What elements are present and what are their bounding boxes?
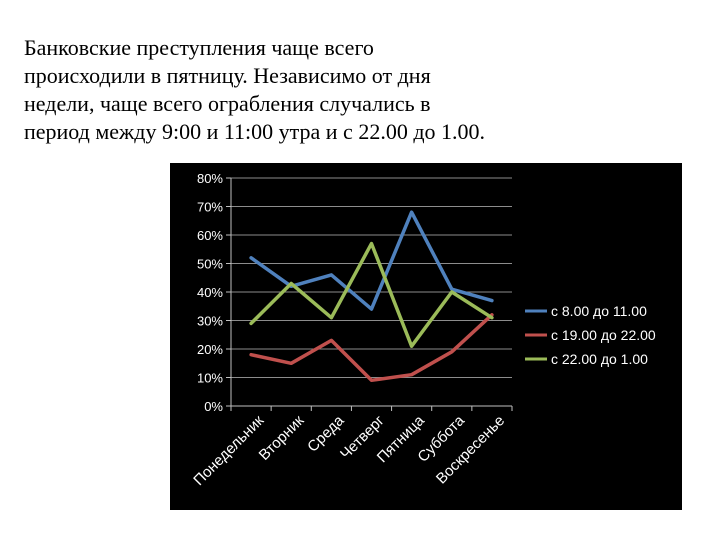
slide-text-line: период между 9:00 и 11:00 утра и с 22.00… xyxy=(24,119,486,144)
slide-text-line: происходили в пятницу. Независимо от дня xyxy=(24,63,431,88)
legend-label: с 22.00 до 1.00 xyxy=(551,351,648,367)
legend-label: с 19.00 до 22.00 xyxy=(551,327,656,343)
y-tick-labels: 0% 10% 20% 30% 40% 50% 60% 70% 80% xyxy=(197,171,223,414)
axes xyxy=(226,177,513,411)
y-tick-label: 30% xyxy=(197,314,223,329)
series-lines xyxy=(249,210,494,383)
series-line xyxy=(249,313,494,383)
x-tick-labels: ПонедельникВторникСредаЧетвергПятницаСуб… xyxy=(190,412,508,489)
y-tick-label: 40% xyxy=(197,285,223,300)
y-tick-label: 80% xyxy=(197,171,223,186)
y-tick-label: 10% xyxy=(197,371,223,386)
series-line xyxy=(249,210,494,311)
slide-text-line: недели, чаще всего ограбления случались … xyxy=(24,91,431,116)
legend-label: с 8.00 до 11.00 xyxy=(551,303,647,319)
series-line xyxy=(249,241,494,348)
y-tick-label: 70% xyxy=(197,200,223,215)
chart-svg: 0% 10% 20% 30% 40% 50% 60% 70% 80% ПонедельникВт… xyxy=(190,171,656,489)
y-tick-label: 20% xyxy=(197,342,223,357)
slide-text: Банковские преступления чаще всего проис… xyxy=(24,34,584,146)
y-tick-label: 50% xyxy=(197,257,223,272)
line-chart: 0% 10% 20% 30% 40% 50% 60% 70% 80% Понедельник Вт… xyxy=(170,163,682,510)
y-tick-label: 60% xyxy=(197,228,223,243)
y-tick-label: 0% xyxy=(204,399,223,414)
grid-lines xyxy=(231,177,512,378)
slide-text-line: Банковские преступления чаще всего xyxy=(24,35,374,60)
x-tick-label: Вторник xyxy=(256,412,308,464)
legend: с 8.00 до 11.00 с 19.00 до 22.00 с 22.00 д… xyxy=(525,303,656,367)
